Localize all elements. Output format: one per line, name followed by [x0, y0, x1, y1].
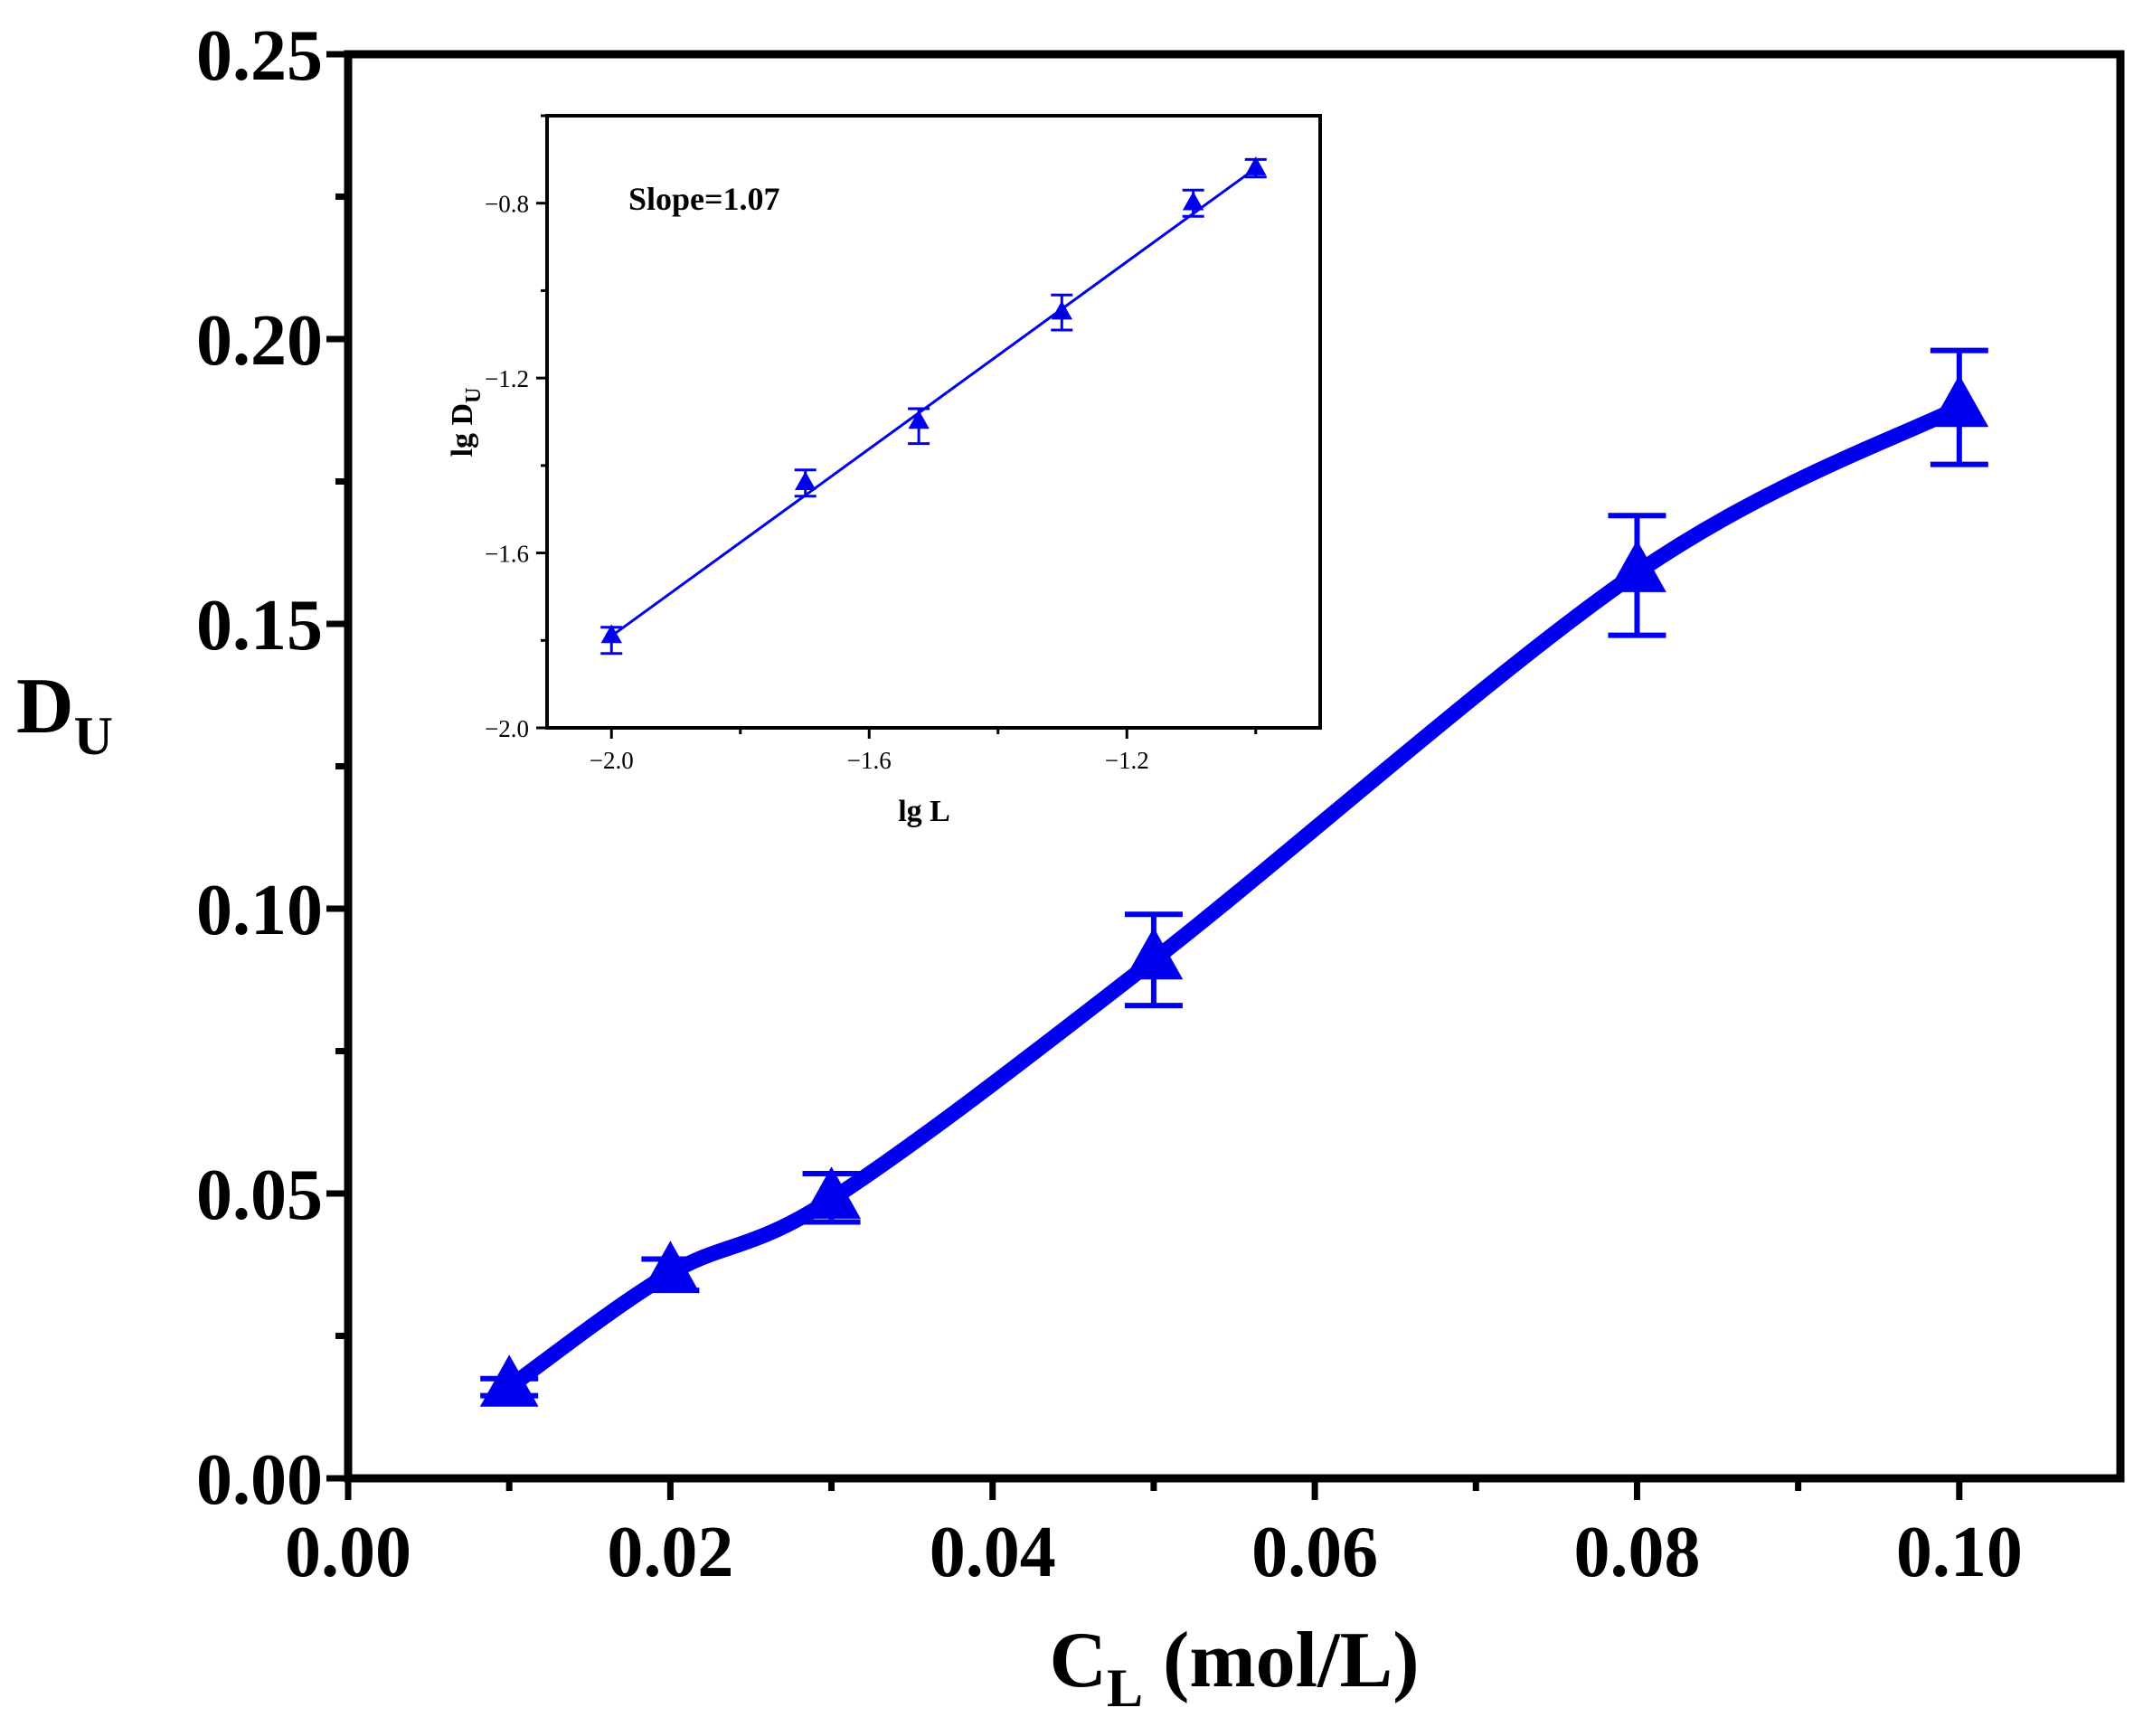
- main-y-tick-label: 0.20: [196, 301, 323, 381]
- inset-data-point: [1051, 300, 1072, 320]
- main-y-axis-title-subscript: U: [74, 706, 113, 766]
- inset-y-tick-label: −0.8: [485, 191, 529, 218]
- main-data-point: [1930, 374, 1989, 428]
- main-data-point: [802, 1166, 861, 1219]
- main-tick-labels: 0.00 0.02 0.04 0.06 0.08 0.10 0.00 0.05 0.10 0.15…: [196, 16, 2023, 1592]
- main-y-tick-label: 0.15: [196, 586, 323, 665]
- main-y-tick-label: 0.00: [196, 1440, 323, 1520]
- inset-axis-ticks: [536, 114, 1258, 739]
- inset-x-axis-title: lg L: [898, 795, 950, 828]
- inset-tick-labels: −2.0 −1.6 −1.2 −2.0 −1.6 −1.2 −0.8: [485, 191, 1149, 774]
- main-x-tick-label: 0.10: [1896, 1513, 2023, 1592]
- main-x-axis-title-unit: (mol/L): [1163, 1617, 1420, 1704]
- inset-data-point: [600, 624, 622, 644]
- inset-y-axis-title: lg DU: [446, 388, 486, 458]
- inset-y-tick-label: −1.2: [485, 365, 529, 392]
- main-y-tick-label: 0.25: [196, 16, 323, 96]
- main-x-axis-title-main: C: [1049, 1617, 1107, 1704]
- inset-y-axis-title-main: lg D: [446, 403, 479, 458]
- inset-y-tick-label: −2.0: [485, 715, 529, 742]
- main-y-axis-title-main: D: [16, 663, 74, 750]
- main-x-axis-title-subscript: L: [1107, 1658, 1143, 1718]
- main-y-tick-label: 0.10: [196, 871, 323, 950]
- main-y-tick-label: 0.05: [196, 1156, 323, 1235]
- main-x-tick-label: 0.00: [285, 1513, 411, 1592]
- inset-x-tick-label: −2.0: [590, 747, 634, 774]
- inset-fit-line: [610, 166, 1257, 637]
- main-data-point: [1608, 540, 1666, 592]
- main-x-tick-label: 0.06: [1251, 1513, 1378, 1592]
- inset-x-tick-label: −1.2: [1105, 747, 1149, 774]
- inset-series: [600, 156, 1267, 656]
- main-x-axis-title-space: [1143, 1617, 1163, 1704]
- main-chart: 0.00 0.02 0.04 0.06 0.08 0.10 0.00 0.05 0.10 0.15…: [16, 16, 2125, 1718]
- main-data-point: [479, 1354, 539, 1407]
- inset-y-axis-title-subscript: U: [462, 388, 486, 403]
- inset-background: [547, 116, 1320, 728]
- main-y-axis-title: DU: [16, 663, 113, 766]
- inset-data-point: [908, 410, 930, 429]
- inset-data-point: [1245, 156, 1267, 175]
- inset-data-point: [795, 471, 817, 490]
- main-data-point: [1124, 927, 1184, 980]
- main-x-tick-label: 0.04: [930, 1513, 1056, 1592]
- main-axis-ticks: [326, 51, 1963, 1500]
- inset-annotation: Slope=1.07: [628, 181, 780, 217]
- inset-data-point: [1182, 191, 1204, 211]
- main-x-axis-title: CL (mol/L): [1049, 1617, 1419, 1718]
- main-x-tick-label: 0.02: [607, 1513, 733, 1592]
- main-data-point: [640, 1241, 700, 1293]
- main-series: [479, 347, 1989, 1407]
- inset-x-tick-label: −1.6: [847, 747, 892, 774]
- inset-plot-frame: [545, 114, 1322, 730]
- inset-y-tick-label: −1.6: [485, 541, 529, 568]
- inset-chart: −2.0 −1.6 −1.2−2.0−1.6−1.2−0.8 Slope=1.07 …: [446, 114, 1322, 828]
- main-x-tick-label: 0.08: [1573, 1513, 1700, 1592]
